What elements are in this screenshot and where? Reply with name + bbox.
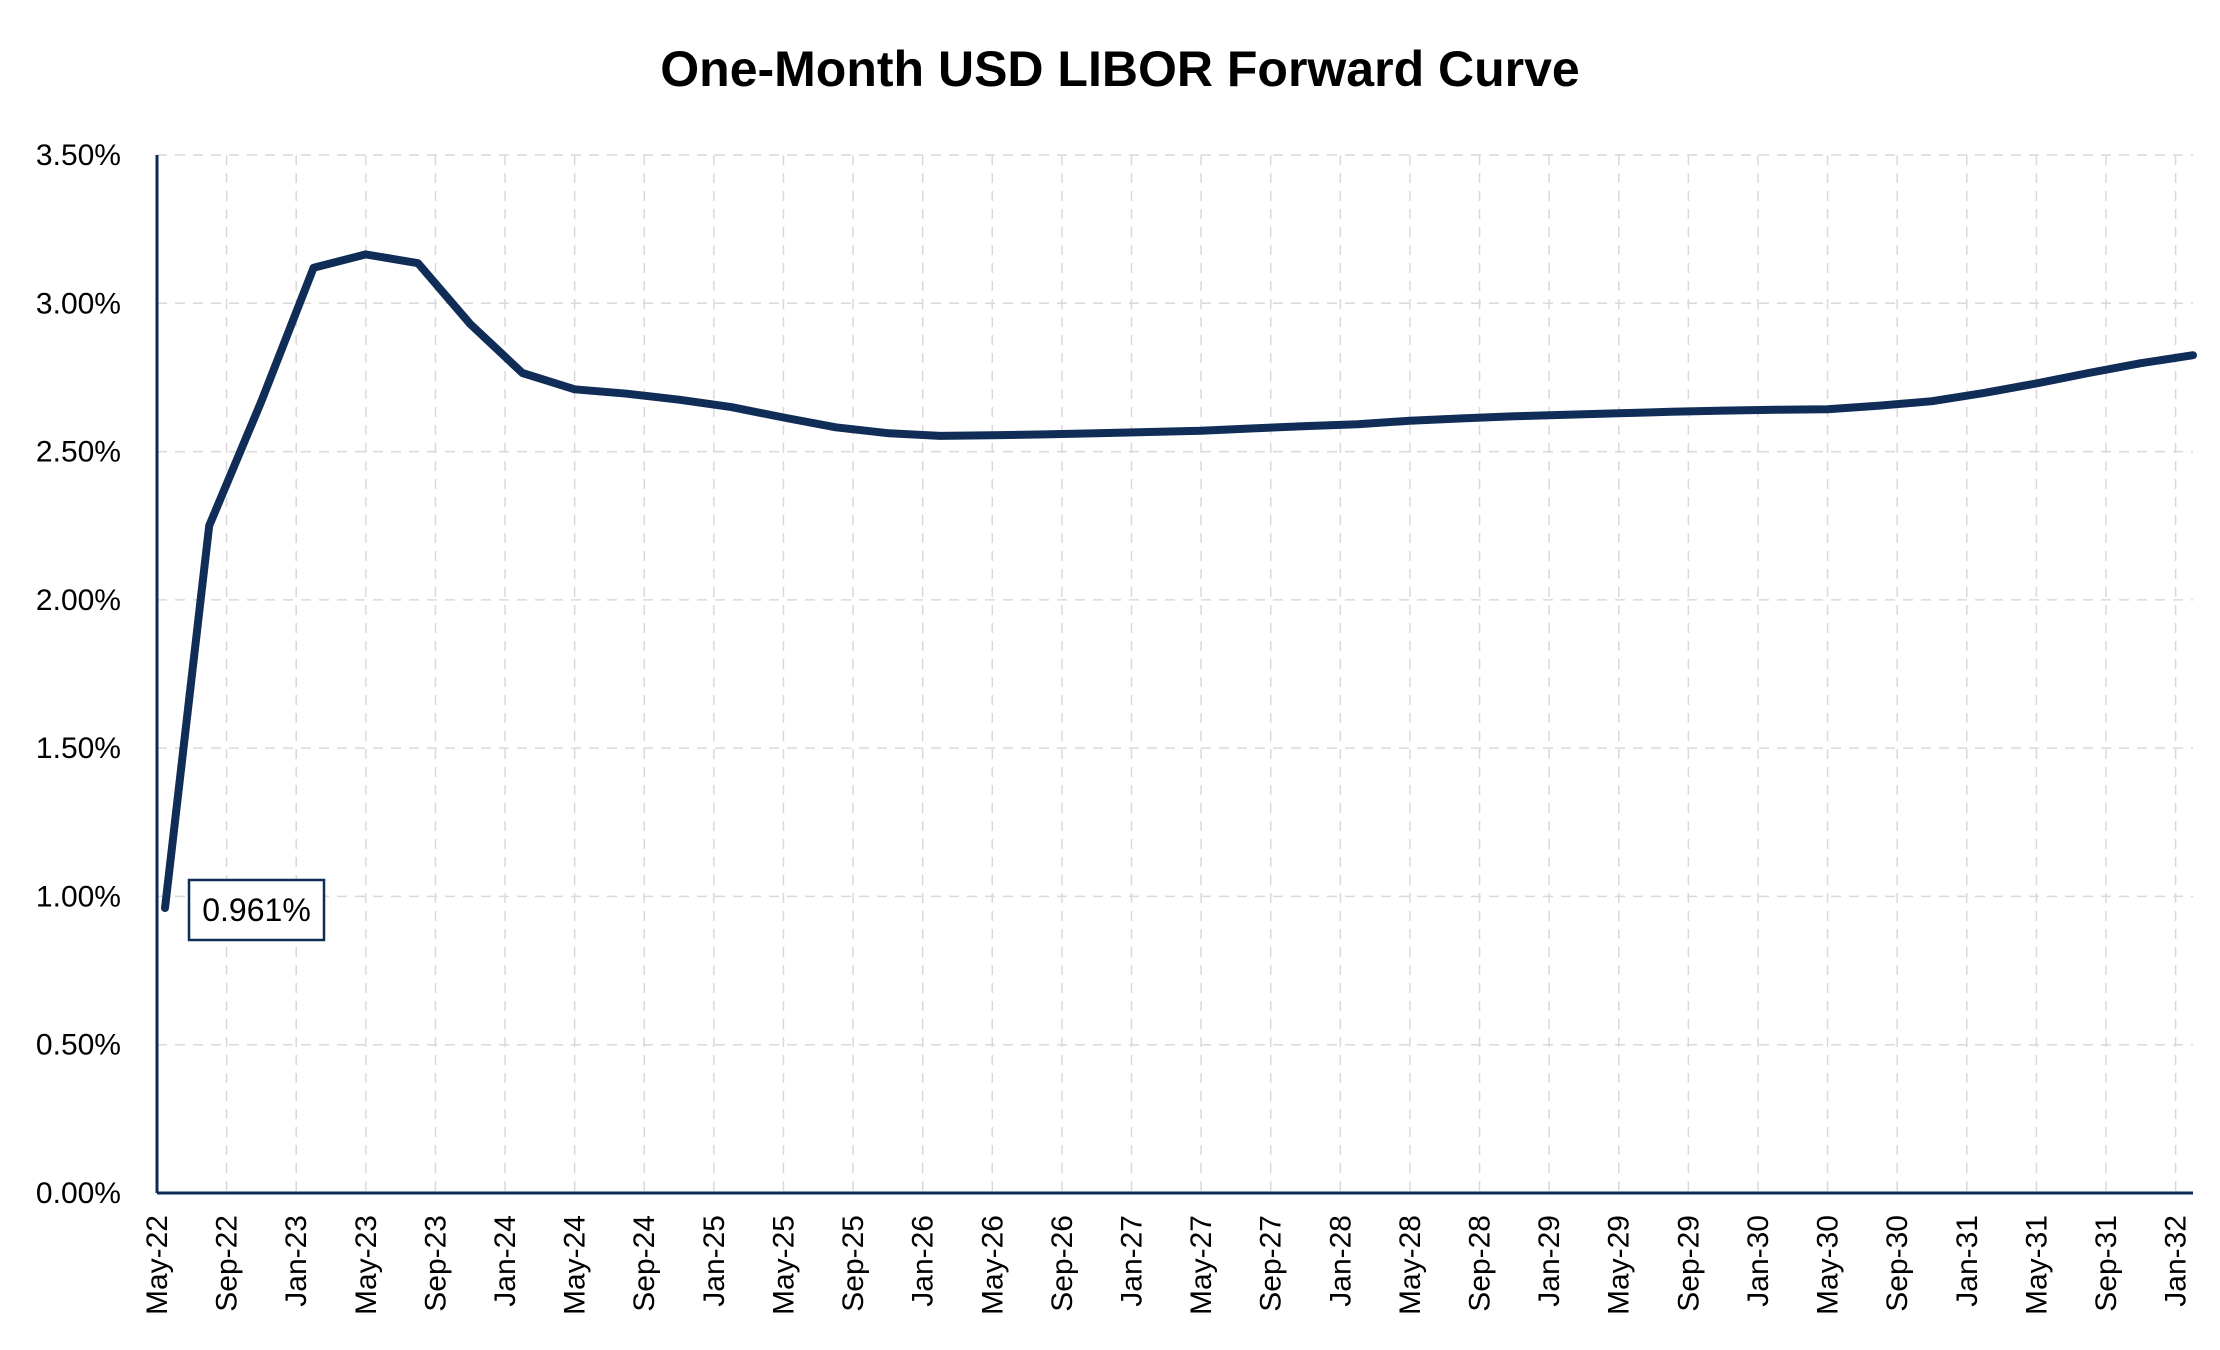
x-tick-label: Sep-27: [1255, 1215, 1288, 1312]
y-tick-label: 3.00%: [36, 287, 121, 320]
grid-lines: [157, 154, 2193, 1193]
x-tick-label: May-23: [350, 1215, 383, 1315]
y-tick-label: 0.50%: [36, 1029, 121, 1062]
series-layer: [161, 250, 2197, 912]
x-tick-label: Sep-22: [211, 1215, 244, 1312]
series-line: [161, 250, 2197, 912]
x-tick-label: May-22: [141, 1215, 174, 1315]
x-tick-label: May-31: [2020, 1215, 2053, 1315]
y-tick-label: 1.00%: [36, 880, 121, 913]
axes: [155, 155, 2193, 1195]
data-label: 0.961%: [202, 892, 311, 928]
x-tick-label: Jan-31: [1951, 1215, 1984, 1307]
x-tick-label: Sep-31: [2090, 1215, 2123, 1312]
x-tick-label: Sep-29: [1672, 1215, 1705, 1312]
x-tick-label: Sep-28: [1464, 1215, 1497, 1312]
x-tick-label: May-25: [767, 1215, 800, 1315]
annotations: 0.961%: [187, 878, 326, 942]
x-axis-tick-labels: May-22 Sep-22 Jan-23 May-23 Sep-23 Jan-24 May-…: [141, 1215, 2193, 1315]
x-tick-label: Jan-26: [907, 1215, 940, 1307]
y-tick-label: 3.50%: [36, 139, 121, 172]
x-tick-label: Jan-27: [1115, 1215, 1148, 1307]
y-tick-label: 2.50%: [36, 436, 121, 469]
y-tick-label: 2.00%: [36, 584, 121, 617]
x-tick-label: Sep-25: [837, 1215, 870, 1312]
y-tick-label: 0.00%: [36, 1177, 121, 1210]
x-tick-label: May-26: [976, 1215, 1009, 1315]
x-tick-label: Jan-24: [489, 1215, 522, 1307]
y-tick-label: 1.50%: [36, 732, 121, 765]
x-tick-label: May-30: [1812, 1215, 1845, 1315]
x-tick-label: Sep-23: [419, 1215, 452, 1312]
x-tick-label: Jan-29: [1533, 1215, 1566, 1307]
x-tick-label: Jan-30: [1742, 1215, 1775, 1307]
x-tick-label: Jan-32: [2160, 1215, 2193, 1307]
x-tick-label: Jan-25: [698, 1215, 731, 1307]
data-label-box: [187, 878, 326, 942]
x-tick-label: Jan-28: [1324, 1215, 1357, 1307]
x-tick-label: May-24: [559, 1215, 592, 1315]
x-tick-label: Sep-26: [1046, 1215, 1079, 1312]
x-tick-label: Sep-24: [628, 1215, 661, 1312]
x-tick-label: Jan-23: [280, 1215, 313, 1307]
x-tick-label: May-27: [1185, 1215, 1218, 1315]
chart-title: One-Month USD LIBOR Forward Curve: [660, 41, 1579, 97]
y-axis-tick-labels: 0.00% 0.50% 1.00% 1.50% 2.00% 2.50% 3.00% 3.50%: [36, 139, 121, 1210]
x-tick-label: May-29: [1603, 1215, 1636, 1315]
x-tick-label: May-28: [1394, 1215, 1427, 1315]
x-tick-label: Sep-30: [1881, 1215, 1914, 1312]
